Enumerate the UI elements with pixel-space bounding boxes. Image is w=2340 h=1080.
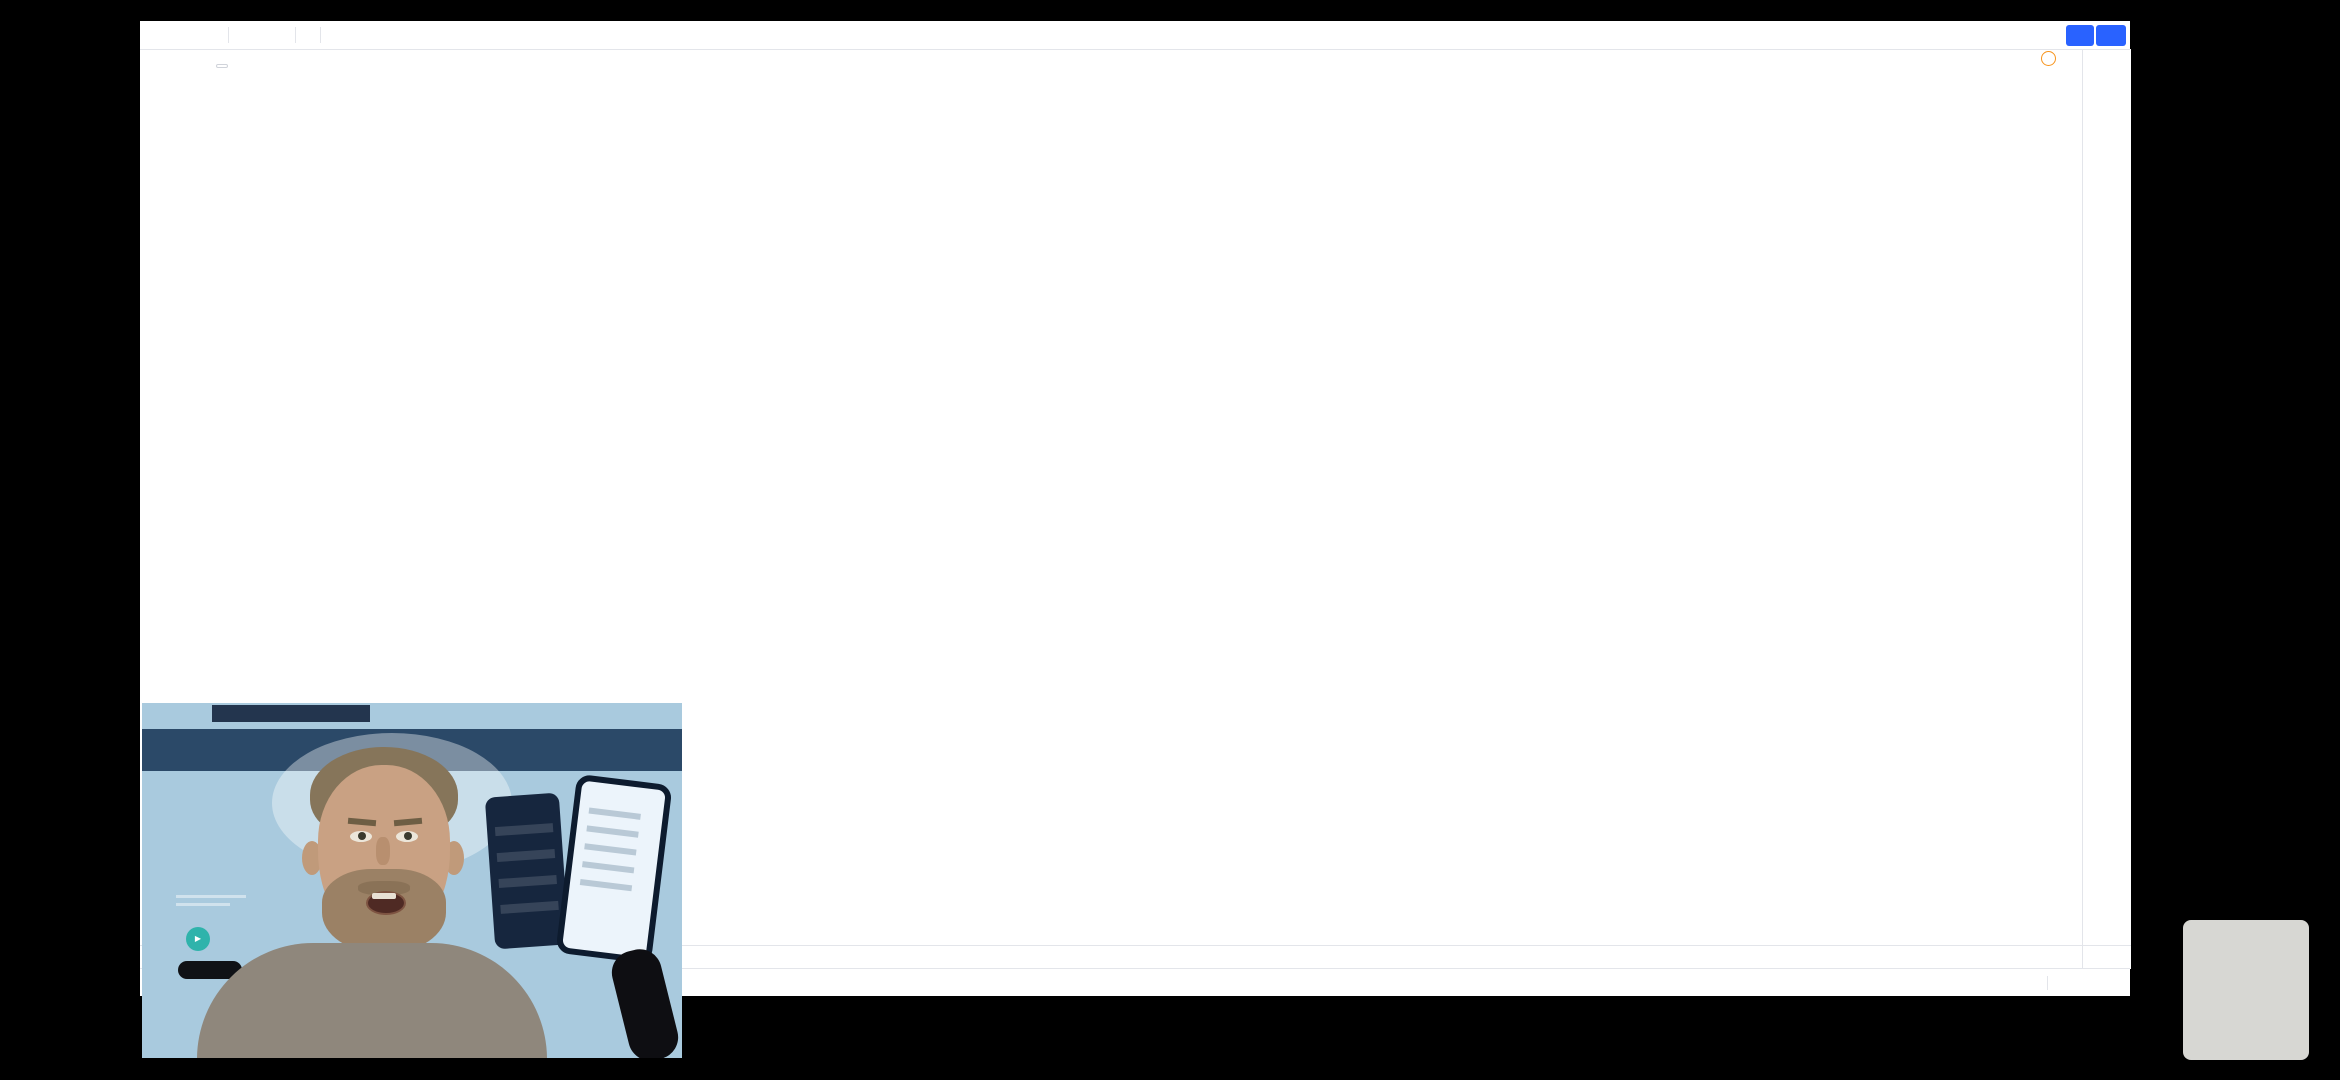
templates-button[interactable]	[387, 28, 391, 43]
divider	[295, 27, 296, 43]
play-badge-icon: ▶	[186, 927, 210, 951]
indicators-button[interactable]	[351, 28, 355, 43]
presenter-pupil	[404, 832, 412, 840]
hidden-indicators-badge[interactable]	[216, 64, 228, 68]
microphone	[607, 944, 682, 1058]
channel-logo	[2183, 920, 2309, 1060]
axis-settings-corner[interactable]	[2082, 945, 2131, 969]
phone-image	[484, 792, 570, 950]
market-status	[2041, 51, 2077, 66]
screen-line	[176, 903, 230, 906]
phone-image	[555, 773, 673, 965]
webcam-overlay: ▶	[142, 703, 682, 1058]
presenter-teeth	[372, 893, 396, 899]
screen-line	[176, 895, 246, 898]
divider	[320, 27, 321, 43]
divider	[228, 27, 229, 43]
top-toolbar	[140, 21, 2130, 50]
reports-button[interactable]	[369, 28, 373, 43]
chart-legend[interactable]	[143, 52, 189, 66]
publish-button[interactable]	[2066, 24, 2094, 46]
presenter-nose	[376, 837, 390, 865]
presenter-pupil	[358, 832, 366, 840]
compare-button[interactable]	[333, 28, 337, 43]
presenter-mustache	[358, 881, 410, 895]
alert-circle-icon	[2041, 51, 2056, 66]
market-simulator-button[interactable]	[423, 28, 427, 43]
presenter-ear	[302, 841, 322, 875]
logo-green-line	[2190, 999, 2302, 1004]
appstore-badge	[178, 961, 242, 979]
presenter-shoulders	[197, 943, 547, 1058]
alerts-button[interactable]	[405, 28, 409, 43]
price-axis[interactable]	[2082, 49, 2131, 968]
publish-play-button[interactable]	[2096, 24, 2126, 46]
hdmi-osd-label	[212, 705, 370, 722]
divider	[2047, 975, 2048, 990]
